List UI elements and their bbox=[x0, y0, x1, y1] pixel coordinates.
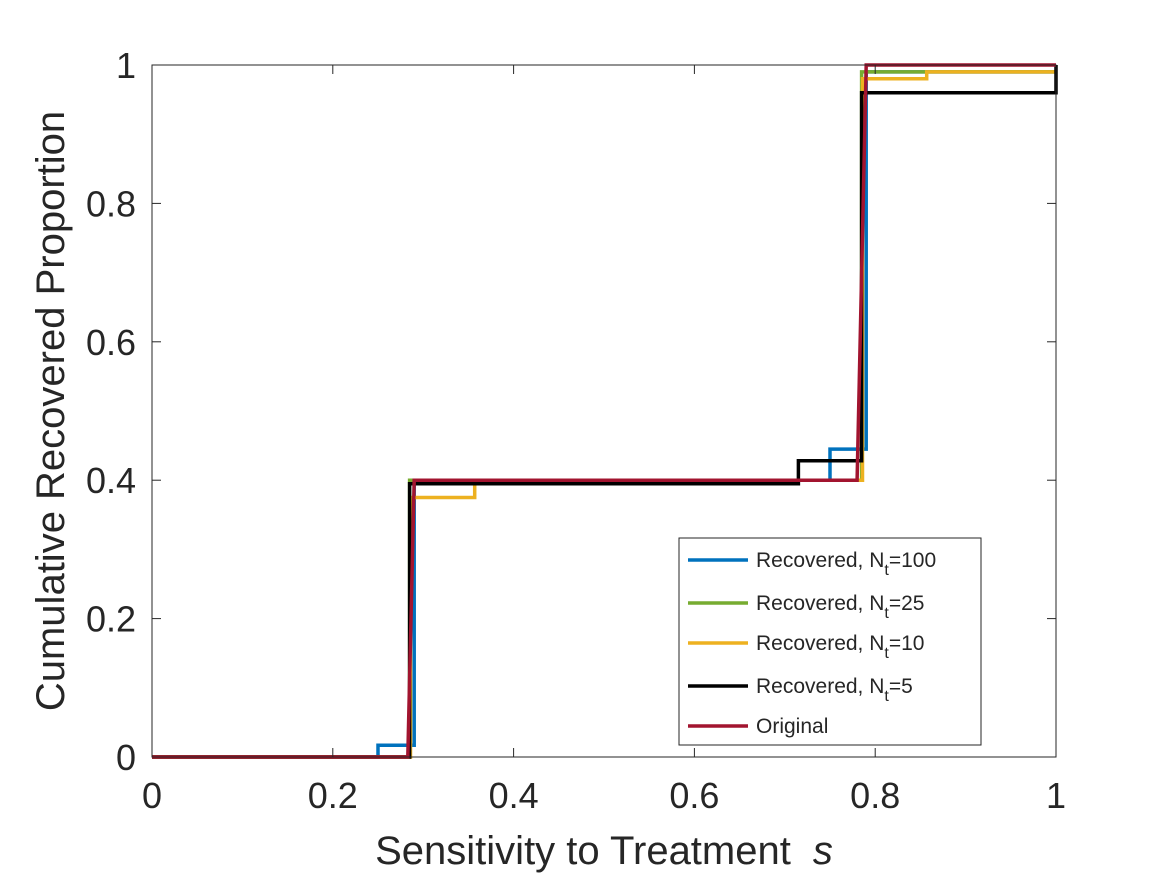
legend-entry-label: Original bbox=[756, 715, 828, 738]
x-tick-label: 0.6 bbox=[669, 775, 719, 816]
legend-entry-label: Recovered, Nt=5 bbox=[756, 675, 913, 705]
x-tick-label: 0 bbox=[142, 775, 162, 816]
y-axis-label: Cumulative Recovered Proportion bbox=[29, 111, 73, 711]
y-tick-label: 0.2 bbox=[86, 599, 136, 640]
x-tick-label: 0.2 bbox=[308, 775, 358, 816]
y-tick-label: 0.4 bbox=[86, 460, 136, 501]
tick-layer: 0 0.2 0.4 0.6 0.8 1 0 0.2 0.4 0.6 0.8 1 bbox=[86, 45, 1066, 816]
legend-entry-label: Recovered, Nt=100 bbox=[756, 549, 936, 579]
legend-entry-label: Recovered, Nt=10 bbox=[756, 632, 924, 662]
x-tick-label: 1 bbox=[1046, 775, 1066, 816]
y-tick-label: 0.8 bbox=[86, 183, 136, 224]
x-tick-label: 0.4 bbox=[489, 775, 539, 816]
y-tick-label: 0 bbox=[116, 737, 136, 778]
legend: Recovered, Nt=100 Recovered, Nt=25 Recover… bbox=[678, 537, 982, 746]
x-axis-label: Sensitivity to Treatment s bbox=[375, 829, 833, 873]
legend-entry-label: Recovered, Nt=25 bbox=[756, 592, 924, 622]
y-tick-label: 1 bbox=[116, 45, 136, 86]
x-tick-label: 0.8 bbox=[850, 775, 900, 816]
y-tick-label: 0.6 bbox=[86, 322, 136, 363]
plot-frame bbox=[151, 64, 1057, 758]
